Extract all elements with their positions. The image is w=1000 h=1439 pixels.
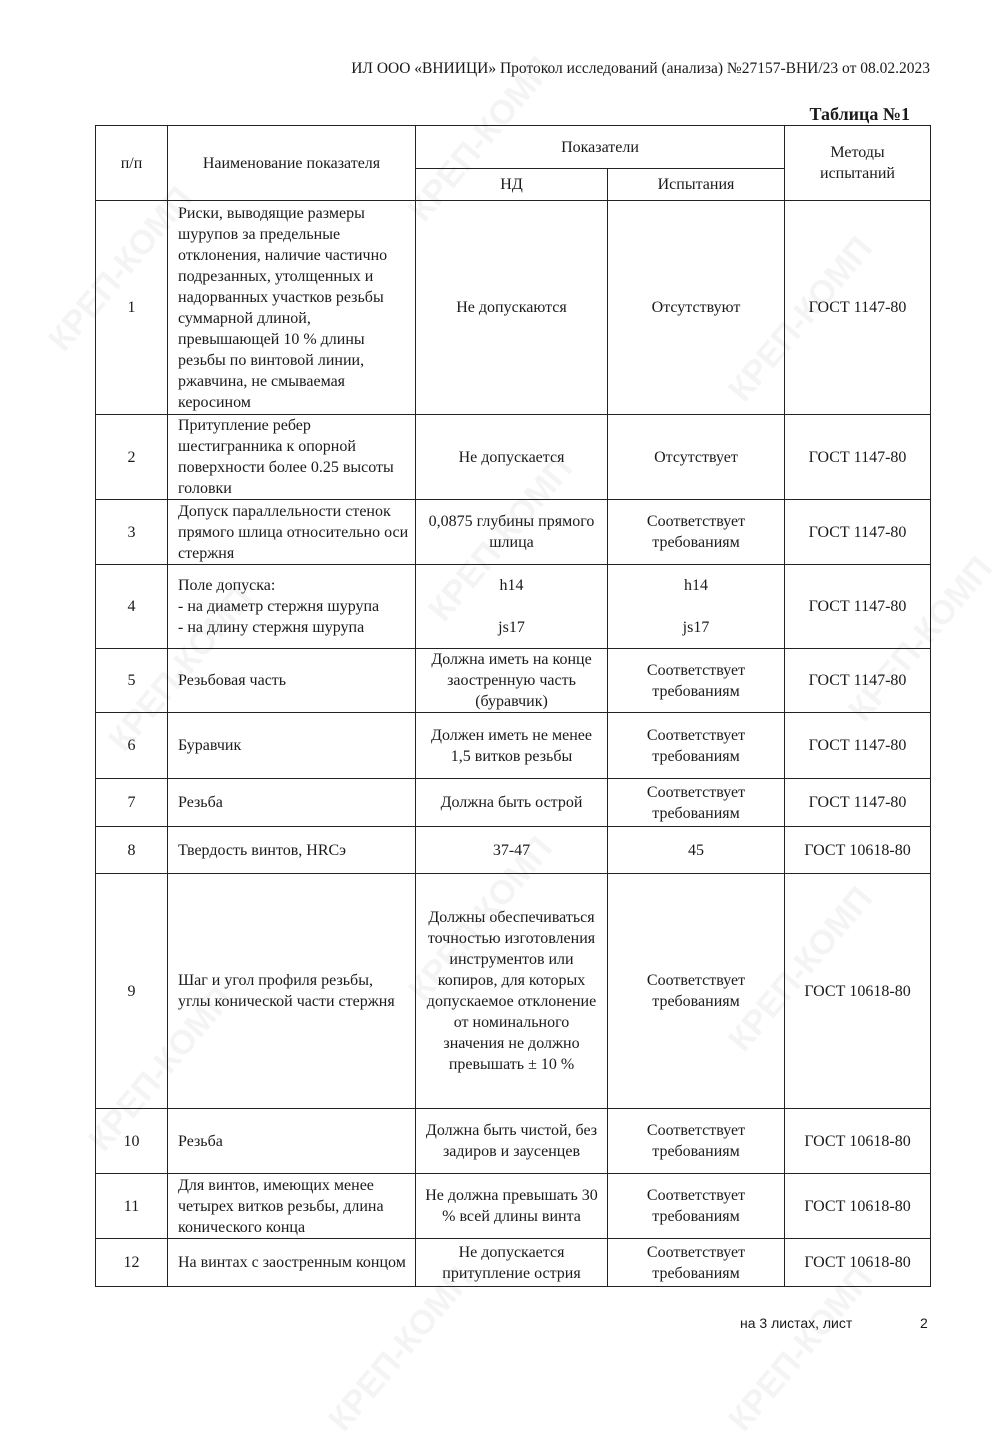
table-row: 4 Поле допуска: - на диаметр стержня шуру… [95,564,931,649]
table-row: 5 Резьбовая часть Должна иметь на конце за… [95,648,931,713]
row-method: ГОСТ 1147-80 [784,414,931,500]
row-test: Соответствует требованиям [607,648,785,713]
table-row: 6 Буравчик Должен иметь не менее 1,5 витко… [95,712,931,779]
row-method: ГОСТ 10618-80 [784,1173,931,1239]
table-row: 7 Резьба Должна быть острой Соответствует т… [95,778,931,827]
row-method: ГОСТ 1147-80 [784,564,931,649]
table-row: 2 Притупление ребер шестигранника к опорн… [95,414,931,500]
row-nd: Не допускаются [415,200,608,415]
row-name: На винтах с заостренным концом [167,1238,416,1287]
row-test: Соответствует требованиям [607,778,785,827]
page-number: 2 [920,1315,928,1331]
row-method: ГОСТ 10618-80 [784,1238,931,1287]
row-name: Шаг и угол профиля резьбы, углы коническ… [167,873,416,1109]
row-nd: Должны обеспечиваться точностью изготовл… [415,873,608,1109]
row-number: 6 [95,712,168,779]
table-row: 8 Твердость винтов, HRCэ 37-47 45 ГОСТ 10618… [95,826,931,874]
table-title: Таблица №1 [809,104,910,124]
row-test: Соответствует требованиям [607,1238,785,1287]
row-test: Соответствует требованиям [607,873,785,1109]
row-test: Отсутствует [607,414,785,500]
table-row: 12 На винтах с заостренным концом Не допус… [95,1238,931,1287]
row-number: 2 [95,414,168,500]
col-name: Наименование показателя [167,125,416,201]
col-num: п/п [95,125,168,201]
row-test: Отсутствуют [607,200,785,415]
row-test: Соответствует требованиям [607,1108,785,1174]
row-name: Резьба [167,778,416,827]
row-number: 4 [95,564,168,649]
table-row: 11 Для винтов, имеющих менее четырех витк… [95,1173,931,1239]
row-method: ГОСТ 1147-80 [784,778,931,827]
row-name: Для винтов, имеющих менее четырех витков… [167,1173,416,1239]
footer-sheets: на 3 листах, лист [740,1315,853,1331]
row-method: ГОСТ 10618-80 [784,1108,931,1174]
row-method: ГОСТ 1147-80 [784,648,931,713]
table-row: 9 Шаг и угол профиля резьбы, углы коничес… [95,873,931,1109]
col-methods: Методы испытаний [784,125,931,201]
row-nd: Не допускается притупление острия [415,1238,608,1287]
row-number: 7 [95,778,168,827]
row-nd: Не допускается [415,414,608,500]
table-row: 10 Резьба Должна быть чистой, без задиров … [95,1108,931,1174]
row-nd: Должен иметь не менее 1,5 витков резьбы [415,712,608,779]
row-test: Соответствует требованиям [607,1173,785,1239]
row-name: Допуск параллельности стенок прямого шли… [167,499,416,565]
col-nd: НД [415,168,608,201]
row-nd: 0,0875 глубины прямого шлица [415,499,608,565]
row-test: h14 js17 [607,564,785,649]
results-table: п/п Наименование показателя Показатели М… [95,125,931,1287]
row-number: 12 [95,1238,168,1287]
row-method: ГОСТ 1147-80 [784,712,931,779]
row-nd: h14 js17 [415,564,608,649]
row-name: Резьба [167,1108,416,1174]
row-name: Притупление ребер шестигранника к опорно… [167,414,416,500]
row-number: 1 [95,200,168,415]
row-test: Соответствует требованиям [607,499,785,565]
row-test: 45 [607,826,785,874]
row-number: 8 [95,826,168,874]
col-indicators: Показатели [415,125,785,169]
row-number: 10 [95,1108,168,1174]
row-nd: Должна быть острой [415,778,608,827]
table-row: 1 Риски, выводящие размеры шурупов за пре… [95,200,931,415]
row-number: 5 [95,648,168,713]
table-row: 3 Допуск параллельности стенок прямого шл… [95,499,931,565]
document-header: ИЛ ООО «ВНИИЦИ» Протокол исследований (а… [351,60,930,77]
row-nd: Должна быть чистой, без задиров и заусен… [415,1108,608,1174]
row-nd: Не должна превышать 30 % всей длины винт… [415,1173,608,1239]
row-name: Поле допуска: - на диаметр стержня шуруп… [167,564,416,649]
col-test: Испытания [607,168,785,201]
row-method: ГОСТ 1147-80 [784,499,931,565]
row-nd: Должна иметь на конце заостренную часть … [415,648,608,713]
row-number: 9 [95,873,168,1109]
row-name: Риски, выводящие размеры шурупов за пред… [167,200,416,415]
row-name: Твердость винтов, HRCэ [167,826,416,874]
row-number: 3 [95,499,168,565]
row-number: 11 [95,1173,168,1239]
row-name: Буравчик [167,712,416,779]
row-method: ГОСТ 10618-80 [784,873,931,1109]
row-name: Резьбовая часть [167,648,416,713]
row-nd: 37-47 [415,826,608,874]
row-method: ГОСТ 1147-80 [784,200,931,415]
row-method: ГОСТ 10618-80 [784,826,931,874]
row-test: Соответствует требованиям [607,712,785,779]
